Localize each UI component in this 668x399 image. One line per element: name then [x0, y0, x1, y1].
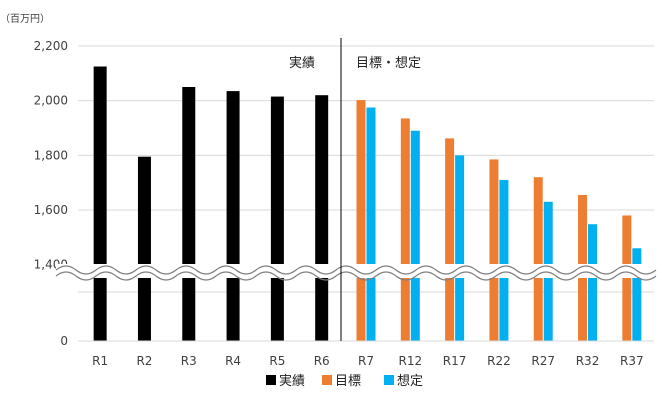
- bar-想定: [499, 179, 509, 341]
- bars: [93, 66, 642, 342]
- bar-目標: [356, 100, 366, 342]
- y-tick-label: 1,800: [34, 148, 68, 162]
- x-tick-label: R22: [487, 354, 511, 368]
- legend-swatch: [322, 375, 332, 385]
- bar-想定: [588, 224, 598, 341]
- x-tick-label: R7: [358, 354, 374, 368]
- y-tick-label: 2,000: [34, 94, 68, 108]
- y-tick-label: 0: [60, 334, 68, 348]
- bar-想定: [366, 107, 376, 341]
- x-tick-label: R17: [443, 354, 467, 368]
- bar-実績: [137, 156, 151, 341]
- x-tick-label: R3: [181, 354, 197, 368]
- y-tick-label: 1,600: [34, 203, 68, 217]
- bar-実績: [226, 91, 240, 341]
- x-tick-label: R37: [620, 354, 644, 368]
- legend-label: 想定: [397, 373, 423, 389]
- bar-実績: [270, 96, 284, 341]
- legend-swatch: [384, 375, 394, 385]
- legend-label: 目標: [335, 374, 361, 389]
- bar-実績: [182, 87, 196, 341]
- break-line: [55, 265, 657, 275]
- x-tick-label: R5: [269, 354, 285, 368]
- gridlines: [78, 45, 654, 293]
- bar-目標: [622, 215, 632, 341]
- legend-label: 実績: [279, 373, 305, 389]
- bar-想定: [455, 155, 465, 341]
- bar-想定: [632, 248, 642, 341]
- x-tick-label: R2: [136, 354, 152, 368]
- break-line: [55, 271, 657, 281]
- x-tick-label: R27: [531, 354, 555, 368]
- x-tick-label: R4: [225, 354, 241, 368]
- x-tick-label: R32: [576, 354, 600, 368]
- bar-想定: [410, 130, 420, 341]
- x-tick-label: R6: [314, 354, 330, 368]
- bar-目標: [533, 177, 543, 341]
- bar-実績: [315, 95, 329, 341]
- unit-label: （百万円）: [0, 13, 50, 25]
- x-tick-label: R12: [399, 354, 423, 368]
- y-tick-label: 2,200: [34, 39, 68, 53]
- legend-swatch: [266, 375, 276, 385]
- bar-目標: [445, 138, 455, 341]
- legend: 実績 目標 想定: [266, 373, 423, 389]
- axis-break: [55, 264, 657, 281]
- section-label-target: 目標・想定: [356, 55, 421, 71]
- bar-目標: [400, 118, 410, 341]
- x-tick-label: R1: [92, 354, 108, 368]
- bar-実績: [93, 66, 107, 341]
- x-axis: R1 R2 R3 R4 R5 R6 R7 R12 R17 R22 R27 R32 R37: [92, 354, 643, 368]
- bar-目標: [489, 159, 499, 341]
- section-label-actual: 実績: [289, 55, 315, 71]
